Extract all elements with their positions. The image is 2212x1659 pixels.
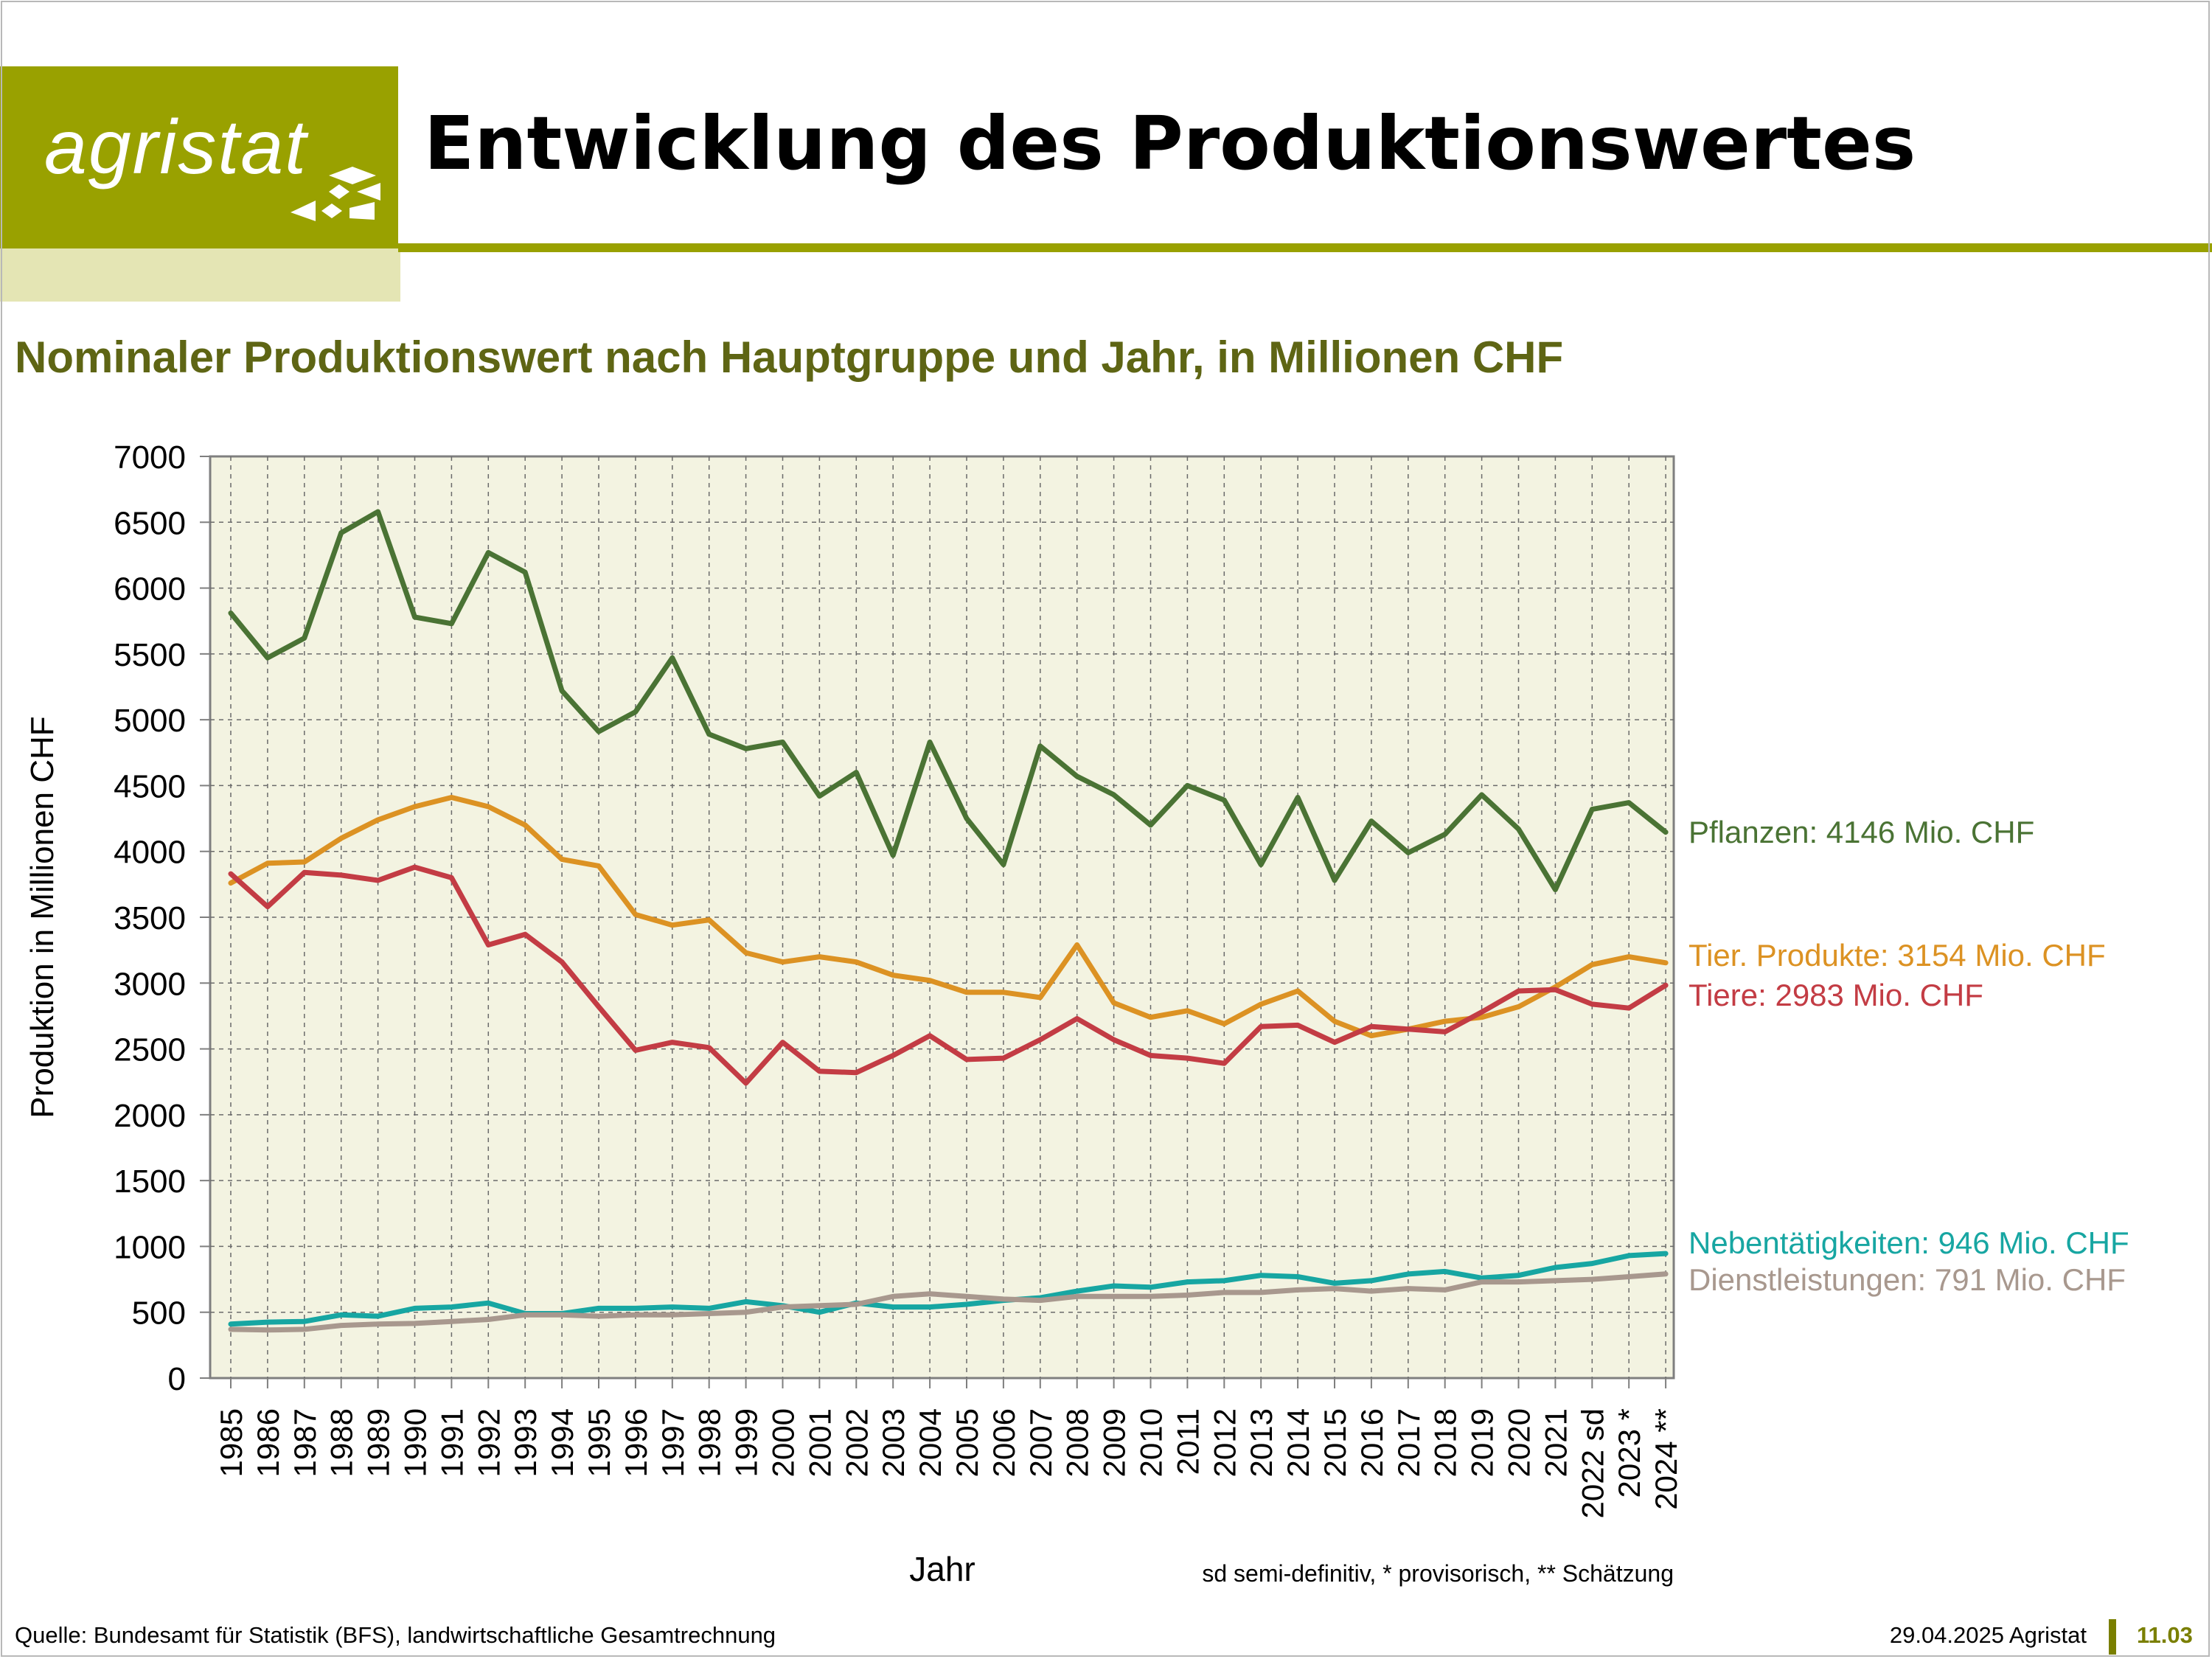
x-tick-label: 2016 [1354, 1408, 1389, 1477]
x-tick-label: 1990 [398, 1408, 433, 1477]
footer-date: 29.04.2025 Agristat [1889, 1622, 2087, 1648]
y-tick-label: 7000 [114, 439, 186, 476]
y-tick-label: 0 [168, 1361, 186, 1397]
x-tick-label: 1994 [545, 1408, 580, 1477]
x-tick-label: 2024 ** [1649, 1408, 1683, 1510]
header-rule [398, 243, 2212, 252]
series-line-nebent-tigkeiten [228, 1251, 1669, 1327]
x-tick-label: 2019 [1465, 1408, 1500, 1477]
x-tick-label: 1992 [471, 1408, 506, 1477]
series-label: Tier. Produkte: 3154 Mio. CHF [1688, 938, 2106, 973]
x-tick-label: 2012 [1207, 1408, 1242, 1477]
x-tick-label: 2023 * [1612, 1408, 1646, 1498]
y-tick-label: 4500 [114, 768, 186, 804]
series-label: Tiere: 2983 Mio. CHF [1688, 978, 1983, 1012]
y-tick-label: 2500 [114, 1032, 186, 1068]
x-tick-label: 2007 [1023, 1408, 1058, 1477]
series-line-pflanzen [228, 509, 1669, 892]
logo-box-shadow [0, 248, 400, 302]
x-tick-label: 2011 [1170, 1408, 1205, 1475]
series-label: Dienstleistungen: 791 Mio. CHF [1688, 1262, 2126, 1297]
series-labels: Pflanzen: 4146 Mio. CHF Tier. Produkte: 3… [1688, 815, 2129, 1297]
y-tick-label: 4000 [114, 835, 186, 871]
series-line-tier-produkte [228, 795, 1669, 1039]
series-label: Nebentätigkeiten: 946 Mio. CHF [1688, 1225, 2129, 1260]
x-tick-label: 1995 [582, 1408, 616, 1477]
series-line-dienstleistungen [228, 1271, 1669, 1333]
x-tick-label: 2005 [950, 1408, 984, 1477]
x-tick-label: 2014 [1281, 1408, 1315, 1477]
plot-area [209, 455, 1675, 1380]
x-tick-label: 1987 [288, 1408, 322, 1477]
y-tick-label: 2000 [114, 1098, 186, 1134]
x-tick-label: 1991 [434, 1408, 469, 1477]
y-tick-label: 1000 [114, 1229, 186, 1265]
y-tick-label: 3500 [114, 900, 186, 936]
x-tick-label: 2013 [1244, 1408, 1279, 1477]
chart-subtitle: Nominaler Produktionswert nach Hauptgrup… [15, 333, 1564, 382]
source-note: Quelle: Bundesamt für Statistik (BFS), l… [15, 1622, 776, 1648]
x-tick-label: 2022 sd [1575, 1408, 1610, 1518]
x-tick-label: 2002 [839, 1408, 874, 1477]
x-tick-label: 1999 [729, 1408, 764, 1477]
x-tick-label: 1993 [508, 1408, 543, 1477]
x-tick-label: 2021 [1538, 1408, 1573, 1477]
x-tick-label: 2017 [1391, 1408, 1426, 1477]
x-tick-label: 2006 [987, 1408, 1021, 1477]
x-tick-label: 1985 [214, 1408, 248, 1477]
x-tick-label: 1986 [251, 1408, 285, 1477]
x-tick-label: 1998 [692, 1408, 727, 1477]
y-tick-label: 3000 [114, 966, 186, 1002]
x-axis-title: Jahr [909, 1550, 975, 1588]
logo-mark-icon [291, 167, 380, 221]
y-tick-label: 5500 [114, 637, 186, 673]
y-tick-label: 6500 [114, 505, 186, 541]
y-tick-label: 6000 [114, 571, 186, 608]
x-tick-label: 2018 [1428, 1408, 1463, 1477]
x-tick-label: 1997 [655, 1408, 690, 1477]
series-line-tiere [228, 864, 1669, 1086]
x-tick-label: 2020 [1502, 1408, 1537, 1477]
page-title: Entwicklung des Produktionswertes [424, 100, 1916, 187]
x-tick-label: 2000 [766, 1408, 801, 1477]
y-axis-title: Produktion in Millionen CHF [24, 716, 60, 1118]
footnote: sd semi-definitiv, * provisorisch, ** Sc… [1202, 1560, 1674, 1587]
x-tick-label: 2004 [913, 1408, 947, 1477]
x-tick-label: 1996 [619, 1408, 653, 1477]
footer-bar [2109, 1619, 2116, 1655]
x-tick-label: 1988 [324, 1408, 359, 1477]
x-tick-label: 2001 [802, 1408, 837, 1477]
series-lines [228, 509, 1669, 1333]
y-tick-label: 1500 [114, 1164, 186, 1200]
y-axis: 0 500 1000 1500 2000 2500 3000 3500 4000 4500 5000… [114, 439, 210, 1397]
y-tick-label: 5000 [114, 703, 186, 739]
series-label: Pflanzen: 4146 Mio. CHF [1688, 815, 2034, 849]
x-axis: 1985 1986 1987 1988 1989 1990 1991 1992 1993 1994… [214, 1378, 1683, 1518]
x-tick-label: 2009 [1097, 1408, 1132, 1477]
x-tick-label: 2008 [1060, 1408, 1095, 1477]
y-tick-label: 500 [132, 1295, 186, 1332]
x-tick-label: 2015 [1318, 1408, 1352, 1477]
x-tick-label: 2010 [1134, 1408, 1169, 1477]
page-number: 11.03 [2137, 1622, 2193, 1648]
logo-text: agristat [44, 105, 308, 190]
x-tick-label: 1989 [361, 1408, 396, 1477]
x-tick-label: 2003 [876, 1408, 911, 1477]
